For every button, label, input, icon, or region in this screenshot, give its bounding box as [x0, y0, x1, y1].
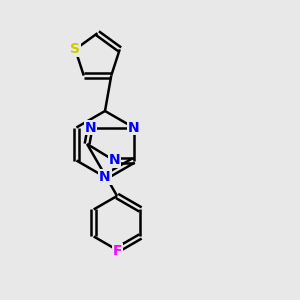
- Text: S: S: [70, 42, 80, 56]
- Text: N: N: [99, 170, 111, 184]
- Text: N: N: [128, 121, 140, 134]
- Text: N: N: [108, 154, 120, 167]
- Text: N: N: [84, 121, 96, 134]
- Text: F: F: [112, 244, 122, 258]
